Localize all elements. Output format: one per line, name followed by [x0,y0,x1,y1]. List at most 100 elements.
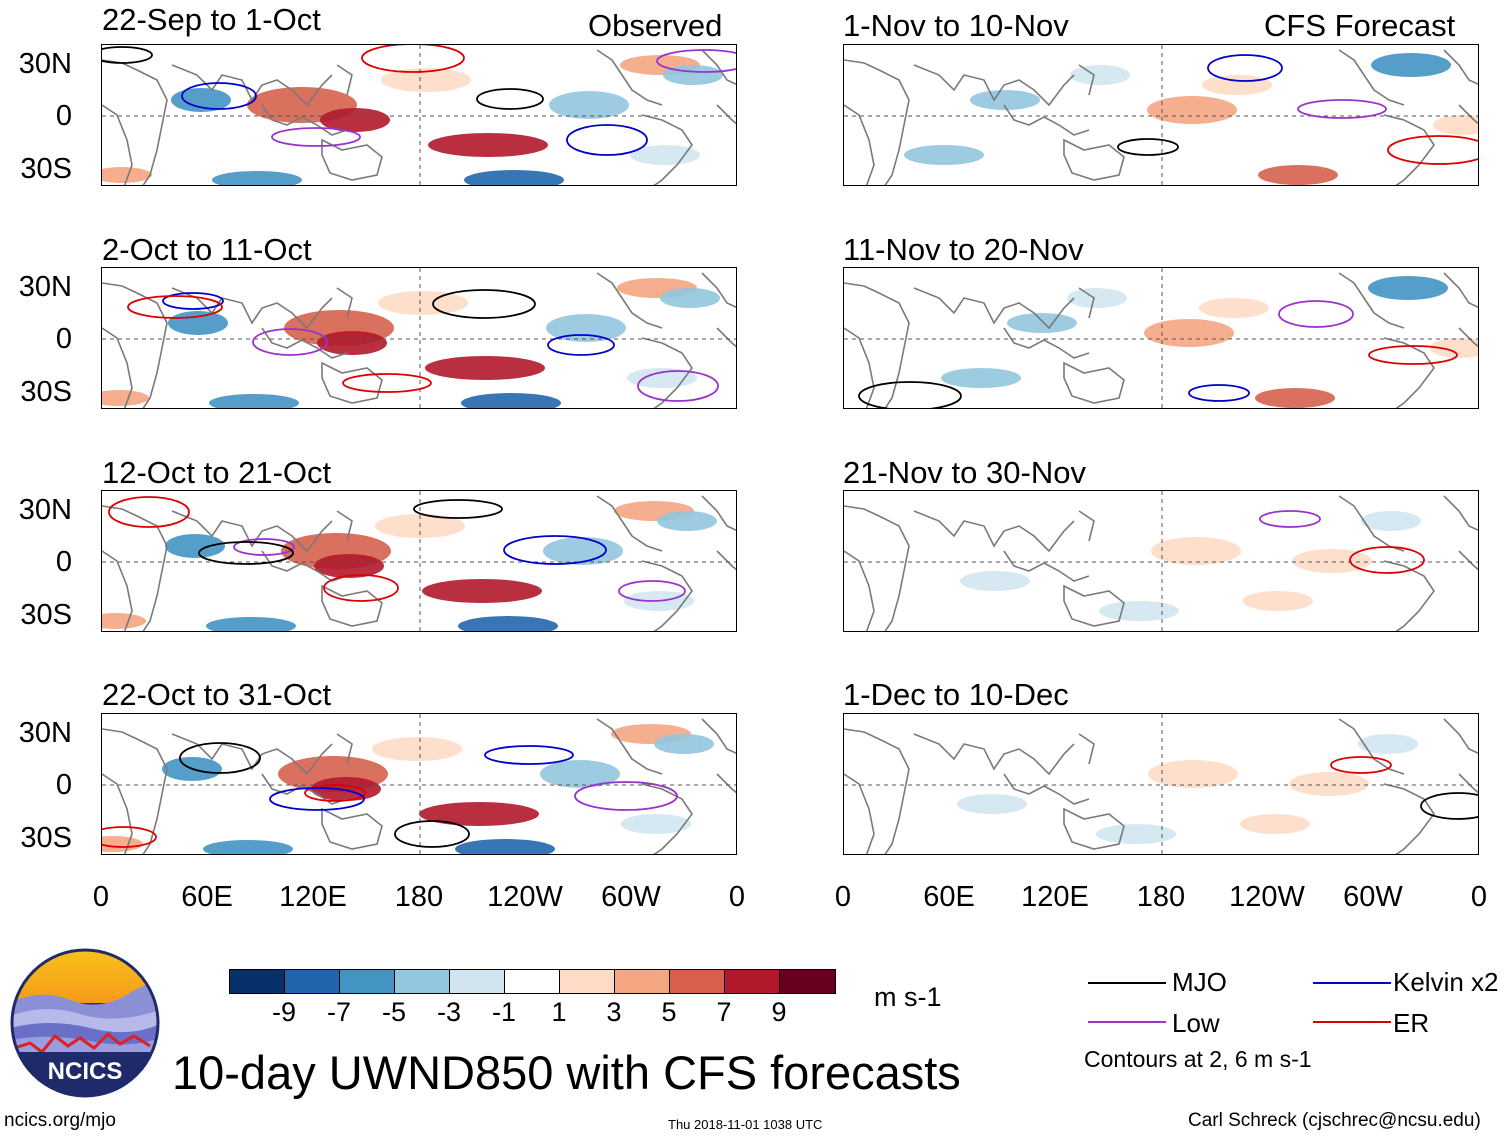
wave-contour [413,499,503,519]
map-panel-right-3 [843,490,1479,632]
lon-label: 120W [487,881,563,913]
coastline [596,272,663,329]
colorbar-label: -3 [436,997,461,1027]
anomaly-shading [458,616,558,631]
wave-contour [102,826,157,848]
anomaly-map [102,491,736,631]
coastline [102,773,133,854]
coastline [171,287,333,330]
lon-label: 0 [834,881,852,913]
anomaly-shading [621,814,691,834]
observed-header: Observed [588,8,723,43]
colorbar-label: 9 [771,997,787,1027]
coastline [1078,510,1095,542]
anomaly-shading [372,737,462,761]
anomaly-shading [102,167,152,183]
colorbar-label: -9 [271,997,296,1027]
anomaly-shading [1067,288,1127,308]
anomaly-shading [1433,115,1478,135]
coastline [336,64,353,96]
coastline [701,718,736,754]
anomaly-shading [543,537,623,565]
coastline [1078,287,1095,319]
wave-contour [1387,135,1478,165]
lat-label-eq: 0 [55,323,72,355]
wave-contour [233,538,295,556]
coastline [844,282,910,408]
lon-label: 60E [923,881,975,913]
colorbar-swatch [450,970,505,993]
anomaly-shading [1371,53,1451,77]
colorbar-label: 5 [661,997,677,1027]
anomaly-shading [422,579,542,603]
coastline [1458,327,1478,348]
panel-title-right-4: 1-Dec to 10-Dec [843,677,1069,712]
coastline [1063,584,1125,627]
lat-label-30s: 30S [20,376,72,408]
wave-contour [432,289,536,319]
coastline [1458,550,1478,571]
colorbar-swatch [725,970,780,993]
logo-text: NCICS [48,1058,123,1085]
anomaly-shading [1430,338,1478,358]
lon-label: 60W [1343,881,1403,913]
colorbar-label: 1 [551,997,567,1027]
coastline [641,114,693,185]
wave-contour [252,328,328,356]
anomaly-shading [1255,388,1335,408]
coastline [641,337,693,408]
coastline [1003,773,1090,805]
coastline [1338,272,1405,329]
lon-label: 0 [1470,881,1488,913]
coastline [261,104,348,136]
anomaly-shading [549,91,629,119]
anomaly-shading [419,802,539,826]
lon-label: 60E [181,881,233,913]
coastline [641,783,693,854]
coastline [171,733,333,776]
lat-label-30n: 30N [18,48,72,80]
colorbar-swatch [615,970,670,993]
wave-contour [574,781,678,811]
colorbar-swatch [670,970,725,993]
coastline [321,138,383,181]
anomaly-map [844,45,1478,185]
coastline [1458,104,1478,125]
panel-title-left-3: 12-Oct to 21-Oct [102,455,332,490]
wave-contour [102,46,153,64]
coastline [844,327,875,408]
wave-contour [271,127,361,147]
coastline [844,104,875,185]
footer-url[interactable]: ncics.org/mjo [4,1110,116,1131]
wave-contour [1117,138,1179,156]
coastline [102,104,133,185]
coastline [261,773,348,805]
coastline [261,550,348,582]
anomaly-shading [1358,734,1418,754]
anomaly-shading [203,840,293,854]
anomaly-shading [957,794,1027,814]
coastline [321,361,383,404]
wave-contour [566,124,648,156]
coastline [844,505,910,631]
anomaly-shading [660,288,720,308]
anomaly-shading [1202,75,1272,95]
colorbar-swatch [395,970,450,993]
lat-label-eq: 0 [55,769,72,801]
map-panel-left-1 [101,44,737,186]
wave-contour [1420,792,1478,820]
anomaly-map [102,268,736,408]
coastline [1443,49,1478,85]
map-panel-right-2 [843,267,1479,409]
anomaly-map [844,491,1478,631]
legend-label-low: Low [1172,1008,1220,1038]
panel-title-right-3: 21-Nov to 30-Nov [843,455,1086,490]
anomaly-shading [425,356,545,380]
anomaly-shading [320,108,390,132]
coastline [321,807,383,850]
anomaly-shading [1240,814,1310,834]
anomaly-shading [1099,601,1179,621]
colorbar-units: m s-1 [874,982,942,1012]
colorbar-swatch [505,970,560,993]
lat-label-30s: 30S [20,599,72,631]
